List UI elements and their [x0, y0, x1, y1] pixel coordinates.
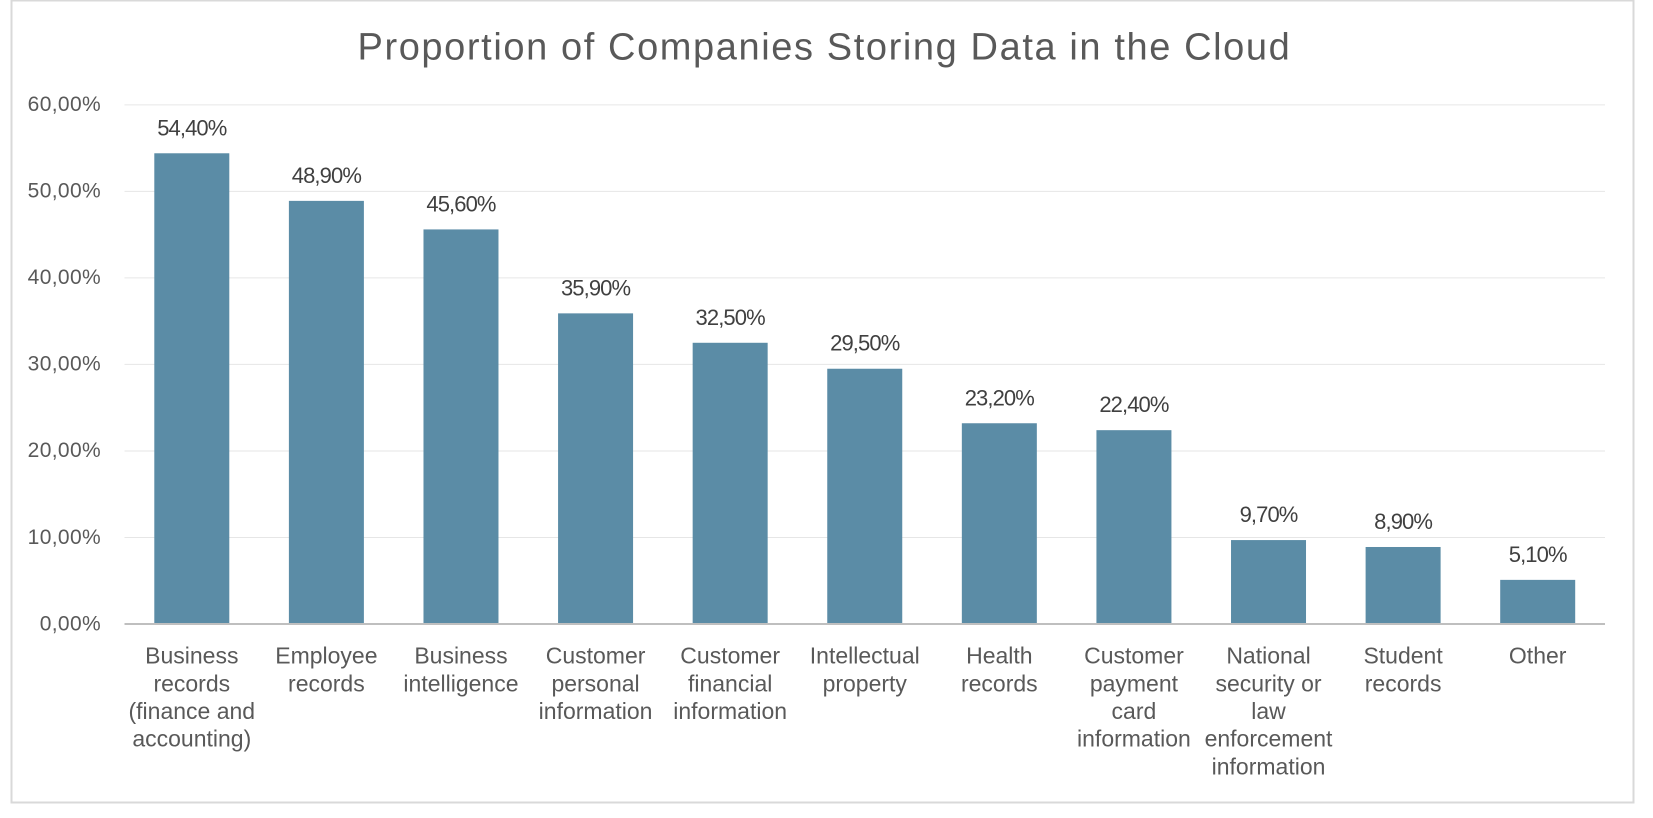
- svg-text:45,60%: 45,60%: [426, 191, 496, 216]
- svg-text:22,40%: 22,40%: [1099, 392, 1169, 417]
- svg-text:35,90%: 35,90%: [561, 275, 631, 300]
- svg-text:10,00%: 10,00%: [28, 526, 101, 549]
- svg-text:5,10%: 5,10%: [1509, 542, 1567, 567]
- svg-text:30,00%: 30,00%: [28, 353, 101, 376]
- svg-text:0,00%: 0,00%: [40, 612, 101, 635]
- svg-text:40,00%: 40,00%: [28, 266, 101, 289]
- svg-text:9,70%: 9,70%: [1240, 502, 1298, 527]
- svg-text:50,00%: 50,00%: [28, 180, 101, 203]
- svg-text:23,20%: 23,20%: [965, 385, 1035, 410]
- svg-text:Proportion of Companies Storin: Proportion of Companies Storing Data in …: [358, 27, 1292, 69]
- svg-text:20,00%: 20,00%: [28, 439, 101, 462]
- svg-text:48,90%: 48,90%: [292, 163, 362, 188]
- svg-text:Other: Other: [1509, 643, 1567, 669]
- svg-text:8,90%: 8,90%: [1374, 509, 1432, 534]
- svg-text:60,00%: 60,00%: [28, 93, 101, 116]
- svg-text:29,50%: 29,50%: [830, 331, 900, 356]
- svg-text:54,40%: 54,40%: [157, 115, 227, 140]
- svg-text:32,50%: 32,50%: [696, 305, 766, 330]
